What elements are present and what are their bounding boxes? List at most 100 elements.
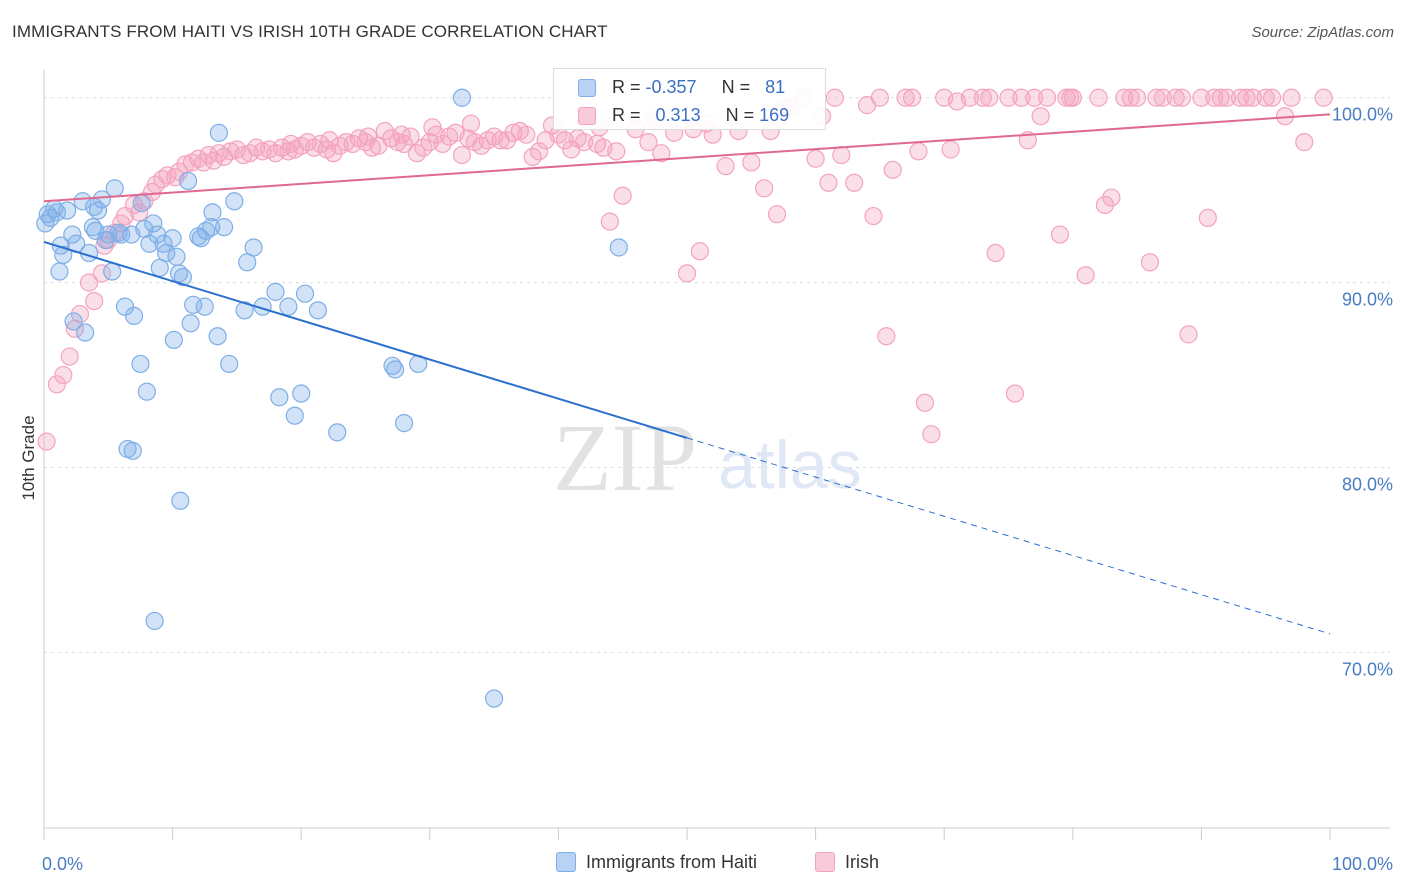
data-point bbox=[266, 282, 285, 301]
data-point bbox=[1050, 225, 1070, 244]
data-point bbox=[819, 173, 838, 192]
data-point bbox=[1140, 253, 1160, 272]
data-point bbox=[36, 214, 55, 233]
data-point bbox=[64, 312, 83, 331]
trend-lines bbox=[43, 113, 1331, 635]
data-point bbox=[980, 88, 999, 107]
data-point bbox=[145, 611, 164, 631]
data-point bbox=[915, 393, 935, 412]
data-point bbox=[92, 190, 111, 209]
legend: R = -0.357 N = 81 R = 0.313 N = 169 bbox=[553, 68, 826, 130]
data-point bbox=[883, 160, 902, 179]
data-point bbox=[76, 323, 95, 342]
data-point bbox=[123, 441, 142, 460]
data-point bbox=[392, 125, 411, 144]
data-point bbox=[423, 118, 442, 137]
data-point bbox=[1282, 88, 1301, 107]
grid-lines bbox=[44, 97, 1390, 653]
data-point bbox=[362, 138, 382, 157]
data-point bbox=[279, 297, 298, 316]
legend-r-value: 0.313 bbox=[655, 105, 701, 125]
data-point bbox=[385, 360, 405, 379]
series-haiti-points bbox=[36, 88, 628, 708]
watermark-atlas: atlas bbox=[718, 427, 862, 503]
data-point bbox=[716, 157, 735, 176]
data-point bbox=[639, 133, 658, 152]
data-point bbox=[285, 406, 304, 425]
data-point bbox=[167, 247, 186, 266]
data-point bbox=[1198, 208, 1217, 228]
chart-title: IMMIGRANTS FROM HAITI VS IRISH 10TH GRAD… bbox=[12, 22, 608, 41]
data-point bbox=[208, 327, 227, 346]
data-point bbox=[1031, 107, 1050, 126]
data-point bbox=[131, 354, 150, 374]
data-point bbox=[1314, 88, 1333, 107]
data-point bbox=[1179, 325, 1198, 344]
legend-row-haiti: R = -0.357 N = 81 bbox=[554, 73, 825, 101]
data-point bbox=[986, 243, 1005, 263]
bottom-legend-label-haiti: Immigrants from Haiti bbox=[586, 852, 758, 872]
data-point bbox=[960, 88, 980, 107]
data-point bbox=[1025, 88, 1044, 107]
data-point bbox=[922, 425, 941, 444]
data-point bbox=[485, 689, 504, 708]
data-point bbox=[1295, 133, 1314, 152]
data-point bbox=[999, 88, 1018, 107]
data-point bbox=[1076, 266, 1095, 285]
data-point bbox=[1218, 88, 1237, 107]
data-point bbox=[164, 330, 183, 350]
data-point bbox=[1005, 384, 1025, 403]
data-point bbox=[461, 114, 481, 133]
data-point bbox=[1256, 88, 1275, 107]
data-point bbox=[137, 382, 156, 401]
y-tick-label: 70.0% bbox=[1342, 659, 1393, 679]
data-point bbox=[1173, 88, 1192, 107]
data-point bbox=[806, 149, 825, 168]
data-point bbox=[144, 214, 163, 233]
data-point bbox=[244, 238, 263, 257]
trend-line-haiti bbox=[43, 240, 688, 439]
bottom-legend-label-irish: Irish bbox=[845, 852, 880, 872]
data-point bbox=[112, 225, 131, 244]
data-point bbox=[135, 192, 154, 211]
data-point bbox=[452, 145, 472, 165]
axes bbox=[43, 70, 1390, 840]
data-point bbox=[504, 123, 523, 142]
data-point bbox=[85, 291, 104, 311]
data-point bbox=[1115, 88, 1134, 107]
data-point bbox=[1192, 88, 1211, 107]
legend-row-irish: R = 0.313 N = 169 bbox=[554, 101, 825, 129]
data-point bbox=[767, 205, 787, 224]
data-point bbox=[47, 375, 66, 394]
data-point bbox=[63, 225, 82, 244]
data-point bbox=[1061, 88, 1080, 107]
legend-n-label: N = bbox=[725, 105, 755, 125]
data-point bbox=[70, 304, 90, 324]
x-tick-label: 100.0% bbox=[1332, 854, 1393, 874]
data-point bbox=[1012, 88, 1031, 107]
data-point bbox=[1237, 88, 1256, 107]
data-point bbox=[73, 192, 92, 211]
data-point bbox=[452, 88, 472, 107]
data-point bbox=[677, 264, 697, 283]
legend-n-label: N = bbox=[721, 77, 751, 97]
data-point bbox=[105, 179, 124, 198]
legend-n-value: 81 bbox=[765, 77, 786, 97]
trend-line-haiti-extension bbox=[686, 437, 1331, 635]
data-point bbox=[607, 142, 626, 161]
data-point bbox=[132, 194, 151, 213]
data-point bbox=[225, 192, 244, 211]
data-point bbox=[530, 142, 549, 161]
data-point bbox=[690, 242, 709, 261]
data-point bbox=[1102, 188, 1121, 207]
data-point bbox=[79, 273, 99, 292]
bottom-legend-irish: Irish bbox=[815, 852, 879, 873]
data-point bbox=[171, 491, 190, 510]
watermark-zip: ZIP bbox=[553, 404, 697, 511]
data-point bbox=[1057, 88, 1076, 107]
data-point bbox=[394, 414, 414, 433]
data-point bbox=[652, 144, 671, 163]
data-point bbox=[1243, 88, 1262, 107]
data-point bbox=[214, 218, 234, 237]
data-point bbox=[877, 327, 896, 346]
